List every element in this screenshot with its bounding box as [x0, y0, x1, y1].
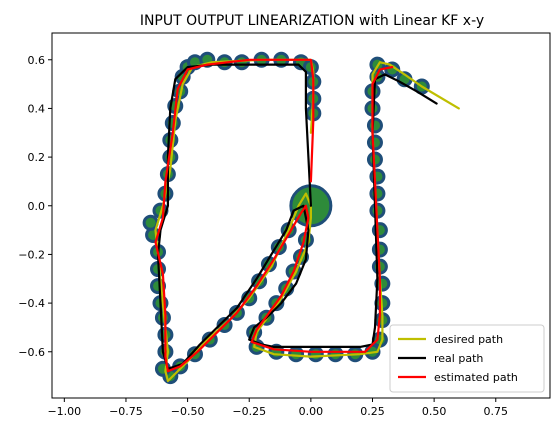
x-tick-label: 0.00	[299, 405, 324, 418]
legend: desired path real path estimated path	[389, 324, 545, 393]
position-marker	[142, 214, 159, 231]
y-tick-label: −0.6	[18, 346, 45, 359]
position-marker	[369, 185, 386, 202]
plot-area	[142, 51, 460, 385]
y-tick-label: 0.0	[28, 200, 46, 213]
y-tick-label: 0.4	[28, 102, 46, 115]
x-tick-label: 0.50	[422, 405, 447, 418]
y-tick-label: 0.6	[28, 54, 46, 67]
series-line-real-path	[156, 63, 438, 370]
x-tick-label: 0.75	[484, 405, 509, 418]
legend-label: real path	[434, 352, 483, 365]
position-marker	[366, 134, 383, 151]
axes: −1.00 −0.75 −0.50 −0.25 0.00 0.25 0.50 0.75 −0.6…	[18, 32, 551, 418]
x-tick-label: −0.25	[232, 405, 266, 418]
position-marker	[307, 346, 324, 363]
legend-label: desired path	[434, 333, 503, 346]
series-line-estimated-path	[154, 58, 394, 373]
x-tick-label: −1.00	[47, 405, 81, 418]
legend-label: estimated path	[434, 371, 518, 384]
y-tick-label: −0.4	[18, 297, 45, 310]
x-tick-label: −0.50	[171, 405, 205, 418]
chart-title: INPUT OUTPUT LINEARIZATION with Linear K…	[140, 13, 484, 29]
plot-content	[142, 51, 460, 385]
legend-box	[389, 324, 545, 393]
axes-frame	[51, 32, 551, 399]
y-tick-label: −0.2	[18, 248, 45, 261]
y-tick-label: 0.2	[28, 151, 46, 164]
x-tick-label: −0.75	[109, 405, 143, 418]
x-tick-label: 0.25	[360, 405, 385, 418]
position-marker	[366, 117, 383, 134]
